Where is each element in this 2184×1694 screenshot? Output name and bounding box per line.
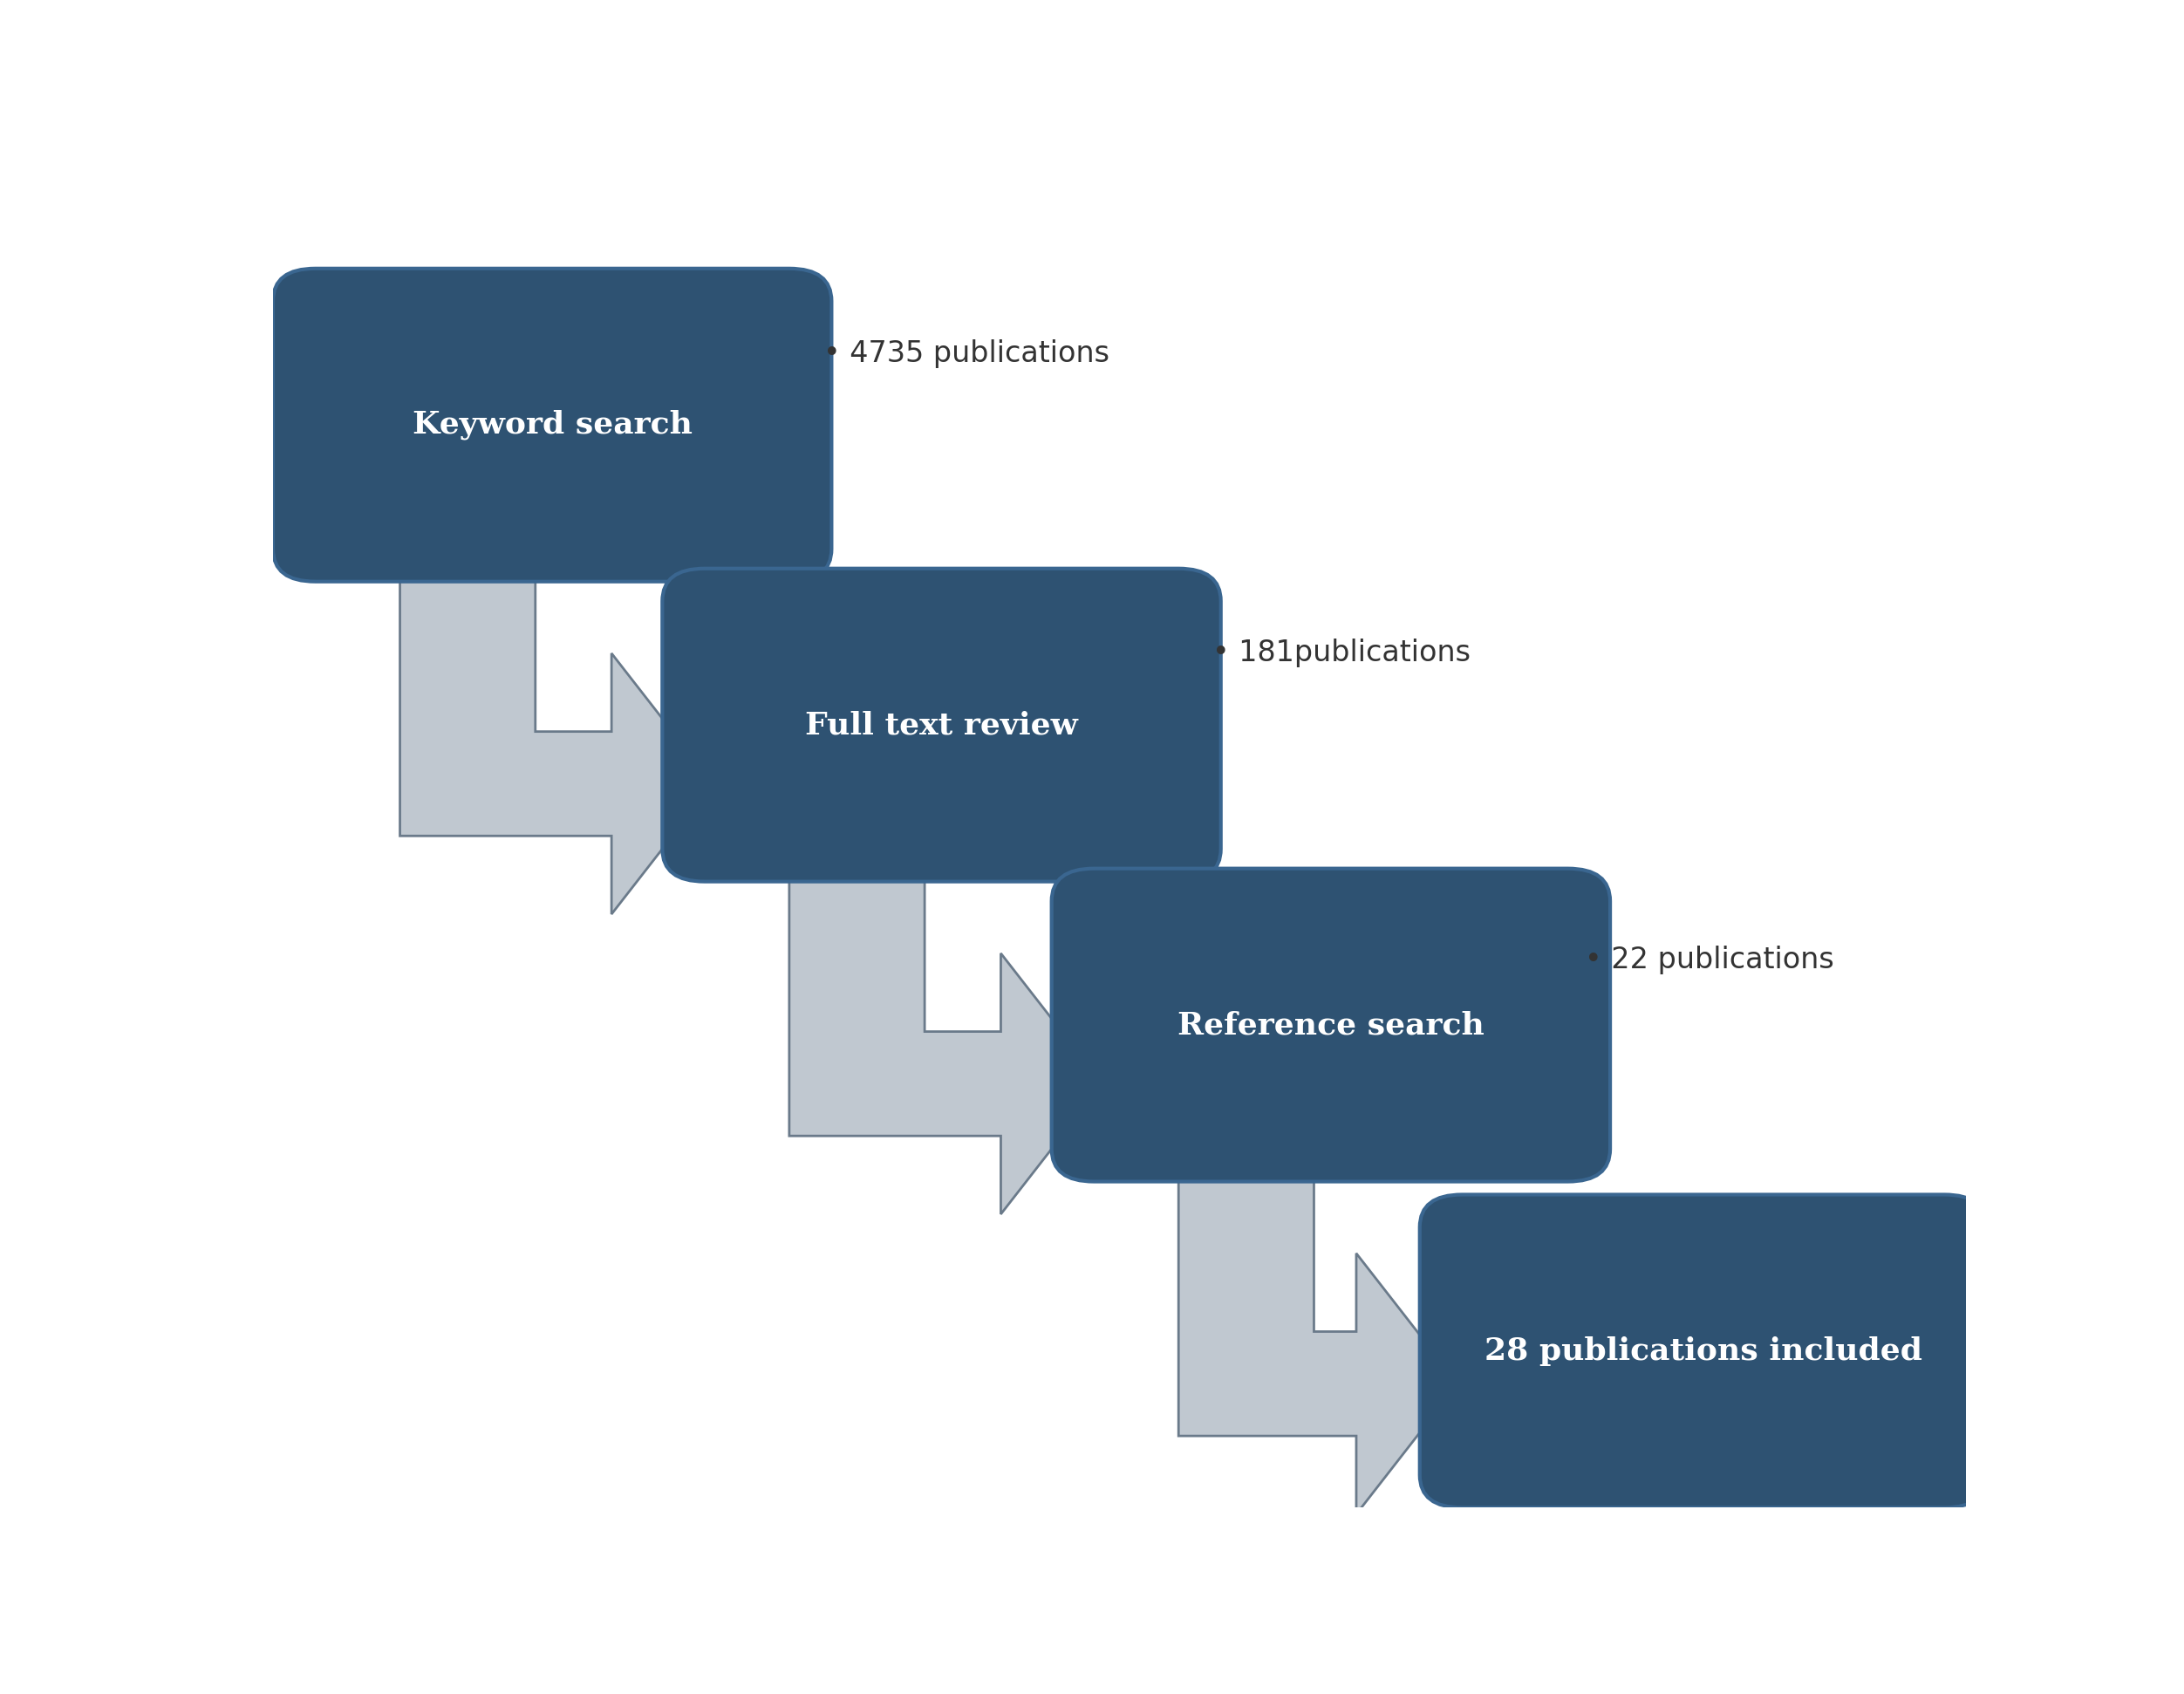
- FancyBboxPatch shape: [1051, 869, 1610, 1182]
- Text: Reference search: Reference search: [1177, 1010, 1485, 1040]
- Text: 28 publications included: 28 publications included: [1485, 1337, 1922, 1365]
- FancyBboxPatch shape: [662, 569, 1221, 881]
- Text: • 22 publications: • 22 publications: [1586, 945, 1835, 974]
- Text: • 181publications: • 181publications: [1212, 639, 1470, 667]
- FancyBboxPatch shape: [1420, 1194, 1987, 1508]
- Polygon shape: [788, 849, 1103, 1215]
- Text: Keyword search: Keyword search: [413, 410, 692, 440]
- Polygon shape: [400, 549, 712, 915]
- Polygon shape: [1179, 1149, 1457, 1514]
- Text: • 4735 publications: • 4735 publications: [823, 339, 1109, 368]
- FancyBboxPatch shape: [273, 268, 832, 581]
- Text: Full text review: Full text review: [806, 710, 1079, 740]
